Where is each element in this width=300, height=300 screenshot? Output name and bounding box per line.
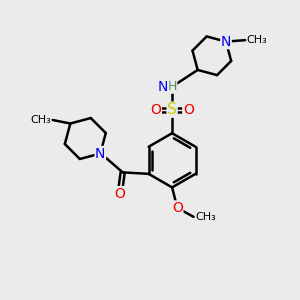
Text: N: N (221, 34, 231, 49)
Text: O: O (183, 103, 194, 117)
Text: H: H (167, 80, 177, 93)
Text: S: S (167, 102, 177, 117)
Text: CH₃: CH₃ (195, 212, 216, 222)
Text: N: N (95, 146, 106, 161)
Text: N: N (158, 80, 168, 94)
Text: O: O (114, 187, 125, 201)
Text: CH₃: CH₃ (247, 35, 267, 45)
Text: O: O (172, 201, 183, 215)
Text: O: O (151, 103, 161, 117)
Text: CH₃: CH₃ (30, 115, 51, 125)
